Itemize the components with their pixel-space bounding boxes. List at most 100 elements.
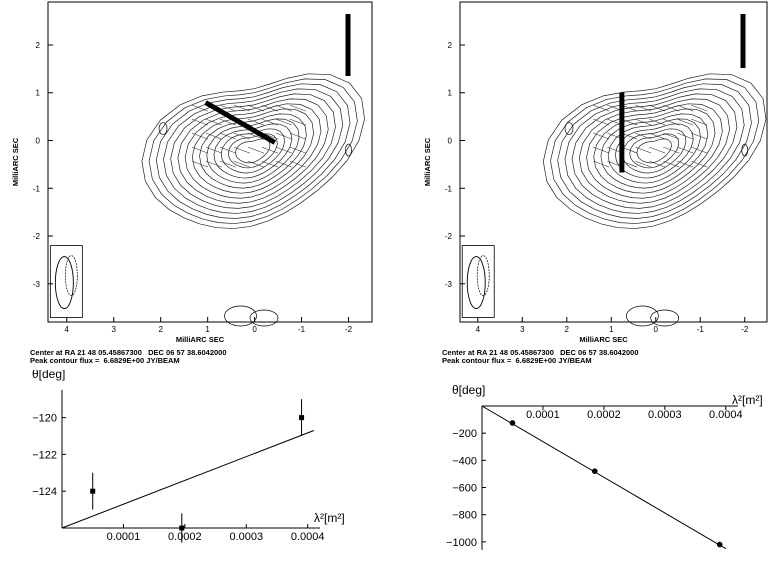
map-panel-right: 4 3 2 1 0 -1 -2 2 1 0 -1 -2 -3 MilliARC SEC MilliARC S… <box>422 0 775 370</box>
y-tick-label: -2 <box>33 232 41 241</box>
map-caption-line1: Center at RA 21 48 05.45867300 DEC 06 57… <box>30 348 227 357</box>
polarization-tick <box>635 146 652 154</box>
polarization-tick <box>593 104 610 112</box>
polarization-tick <box>677 146 694 154</box>
data-point <box>90 488 96 494</box>
polarization-tick <box>205 146 223 154</box>
polarization-tick <box>247 104 265 112</box>
polarization-tick <box>289 146 307 154</box>
polarization-tick <box>593 146 610 154</box>
y-tick-label: −800 <box>452 510 477 522</box>
polarization-tick <box>233 160 251 168</box>
contour-line <box>227 133 278 169</box>
polarization-tick <box>649 118 666 126</box>
y-tick-label: 2 <box>448 41 453 50</box>
x-tick-label: 4 <box>476 325 481 334</box>
fit-line <box>481 405 727 550</box>
contour-line <box>220 128 285 174</box>
contour-set <box>141 73 365 229</box>
map-panel-left: 4 3 2 1 0 -1 -2 2 1 0 -1 -2 -3 MilliARC SEC MilliARC S… <box>10 0 380 370</box>
x-tick-label: 0.0001 <box>526 409 560 421</box>
polarization-tick <box>275 118 293 126</box>
polarization-tick <box>635 132 652 140</box>
polarization-tick <box>691 160 708 168</box>
polarization-tick <box>677 104 694 112</box>
contour-feature <box>224 305 257 327</box>
contour-line <box>629 133 680 169</box>
polarization-tick <box>205 160 223 168</box>
map-frame <box>47 1 373 323</box>
x-axis-label: λ²[m²] <box>314 511 345 525</box>
polarization-tick <box>635 160 652 168</box>
polarization-tick <box>663 132 680 140</box>
polarization-ticks <box>593 104 708 168</box>
polarization-tick <box>247 160 265 168</box>
y-tick-label: 2 <box>36 41 41 50</box>
x-tick-label: 2 <box>158 325 163 334</box>
polarization-tick <box>663 160 680 168</box>
data-point <box>179 525 185 531</box>
y-axis-label: MilliARC SEC <box>11 137 20 186</box>
polarization-tick <box>191 104 209 112</box>
y-tick-label: -1 <box>33 184 41 193</box>
polarization-tick <box>233 132 251 140</box>
x-tick-label: 0 <box>252 325 257 334</box>
polarization-tick <box>191 146 209 154</box>
polarization-tick <box>289 118 307 126</box>
y-axis-label: MilliARC SEC <box>423 137 432 186</box>
contour-line <box>636 138 672 164</box>
polarization-tick <box>649 160 666 168</box>
x-tick-label: -1 <box>697 325 705 334</box>
polarization-tick <box>593 118 610 126</box>
contour-line <box>177 98 329 204</box>
polarization-tick <box>219 132 237 140</box>
map-caption-line1: Center at RA 21 48 05.45867300 DEC 06 57… <box>442 348 639 357</box>
polarization-tick <box>219 146 237 154</box>
map-frame <box>459 1 768 323</box>
y-tick-label: −124 <box>32 486 57 498</box>
beam-ellipse <box>64 255 78 296</box>
polarization-tick <box>219 118 237 126</box>
contour-feature <box>626 305 659 327</box>
polarization-tick <box>219 104 237 112</box>
polarization-tick <box>691 146 708 154</box>
polarization-tick <box>635 104 652 112</box>
polarization-tick <box>663 146 680 154</box>
contour-line <box>170 93 336 209</box>
y-tick-label: 0 <box>448 137 453 146</box>
contour-line <box>184 103 322 199</box>
polarization-tick <box>247 118 265 126</box>
contour-line <box>235 138 271 164</box>
x-tick-label: 0.0004 <box>709 409 743 421</box>
contour-line <box>155 83 351 219</box>
polarization-tick <box>677 132 694 140</box>
beam-ellipse <box>466 256 486 310</box>
contour-feature <box>564 122 574 135</box>
rm-chart-right: 0.0001 0.0002 0.0003 0.0004 −200 −400 −600 −800… <box>420 370 775 557</box>
x-tick-label: -1 <box>298 325 306 334</box>
contour-set <box>542 73 767 229</box>
x-tick-label: -2 <box>741 325 749 334</box>
contour-line <box>557 83 752 219</box>
polarization-tick <box>261 146 279 154</box>
contour-feature <box>741 143 749 157</box>
y-axis-label: θ[deg] <box>452 383 485 397</box>
x-axis-label: MilliARC SEC <box>176 335 225 344</box>
x-tick-label: 0.0001 <box>107 531 141 543</box>
data-point <box>299 415 305 421</box>
polarization-tick <box>233 146 251 154</box>
polarization-tick <box>191 132 209 140</box>
beam-ellipse <box>54 256 74 310</box>
contour-line <box>586 103 723 199</box>
polarization-tick <box>677 118 694 126</box>
rotation-measure-plot-left: 0.0001 0.0002 0.0003 0.0004 −120 −122 −124 θ[de… <box>32 367 345 543</box>
polarization-tick <box>275 146 293 154</box>
x-tick-label: 0.0004 <box>291 531 325 543</box>
polarization-map-left: 4 3 2 1 0 -1 -2 2 1 0 -1 -2 -3 MilliARC SEC MilliARC S… <box>11 1 373 344</box>
polarization-tick <box>663 104 680 112</box>
data-point <box>509 420 516 426</box>
contour-feature <box>249 309 279 327</box>
polarization-tick <box>247 146 265 154</box>
x-tick-label: 0 <box>654 325 659 334</box>
polarization-tick <box>649 132 666 140</box>
